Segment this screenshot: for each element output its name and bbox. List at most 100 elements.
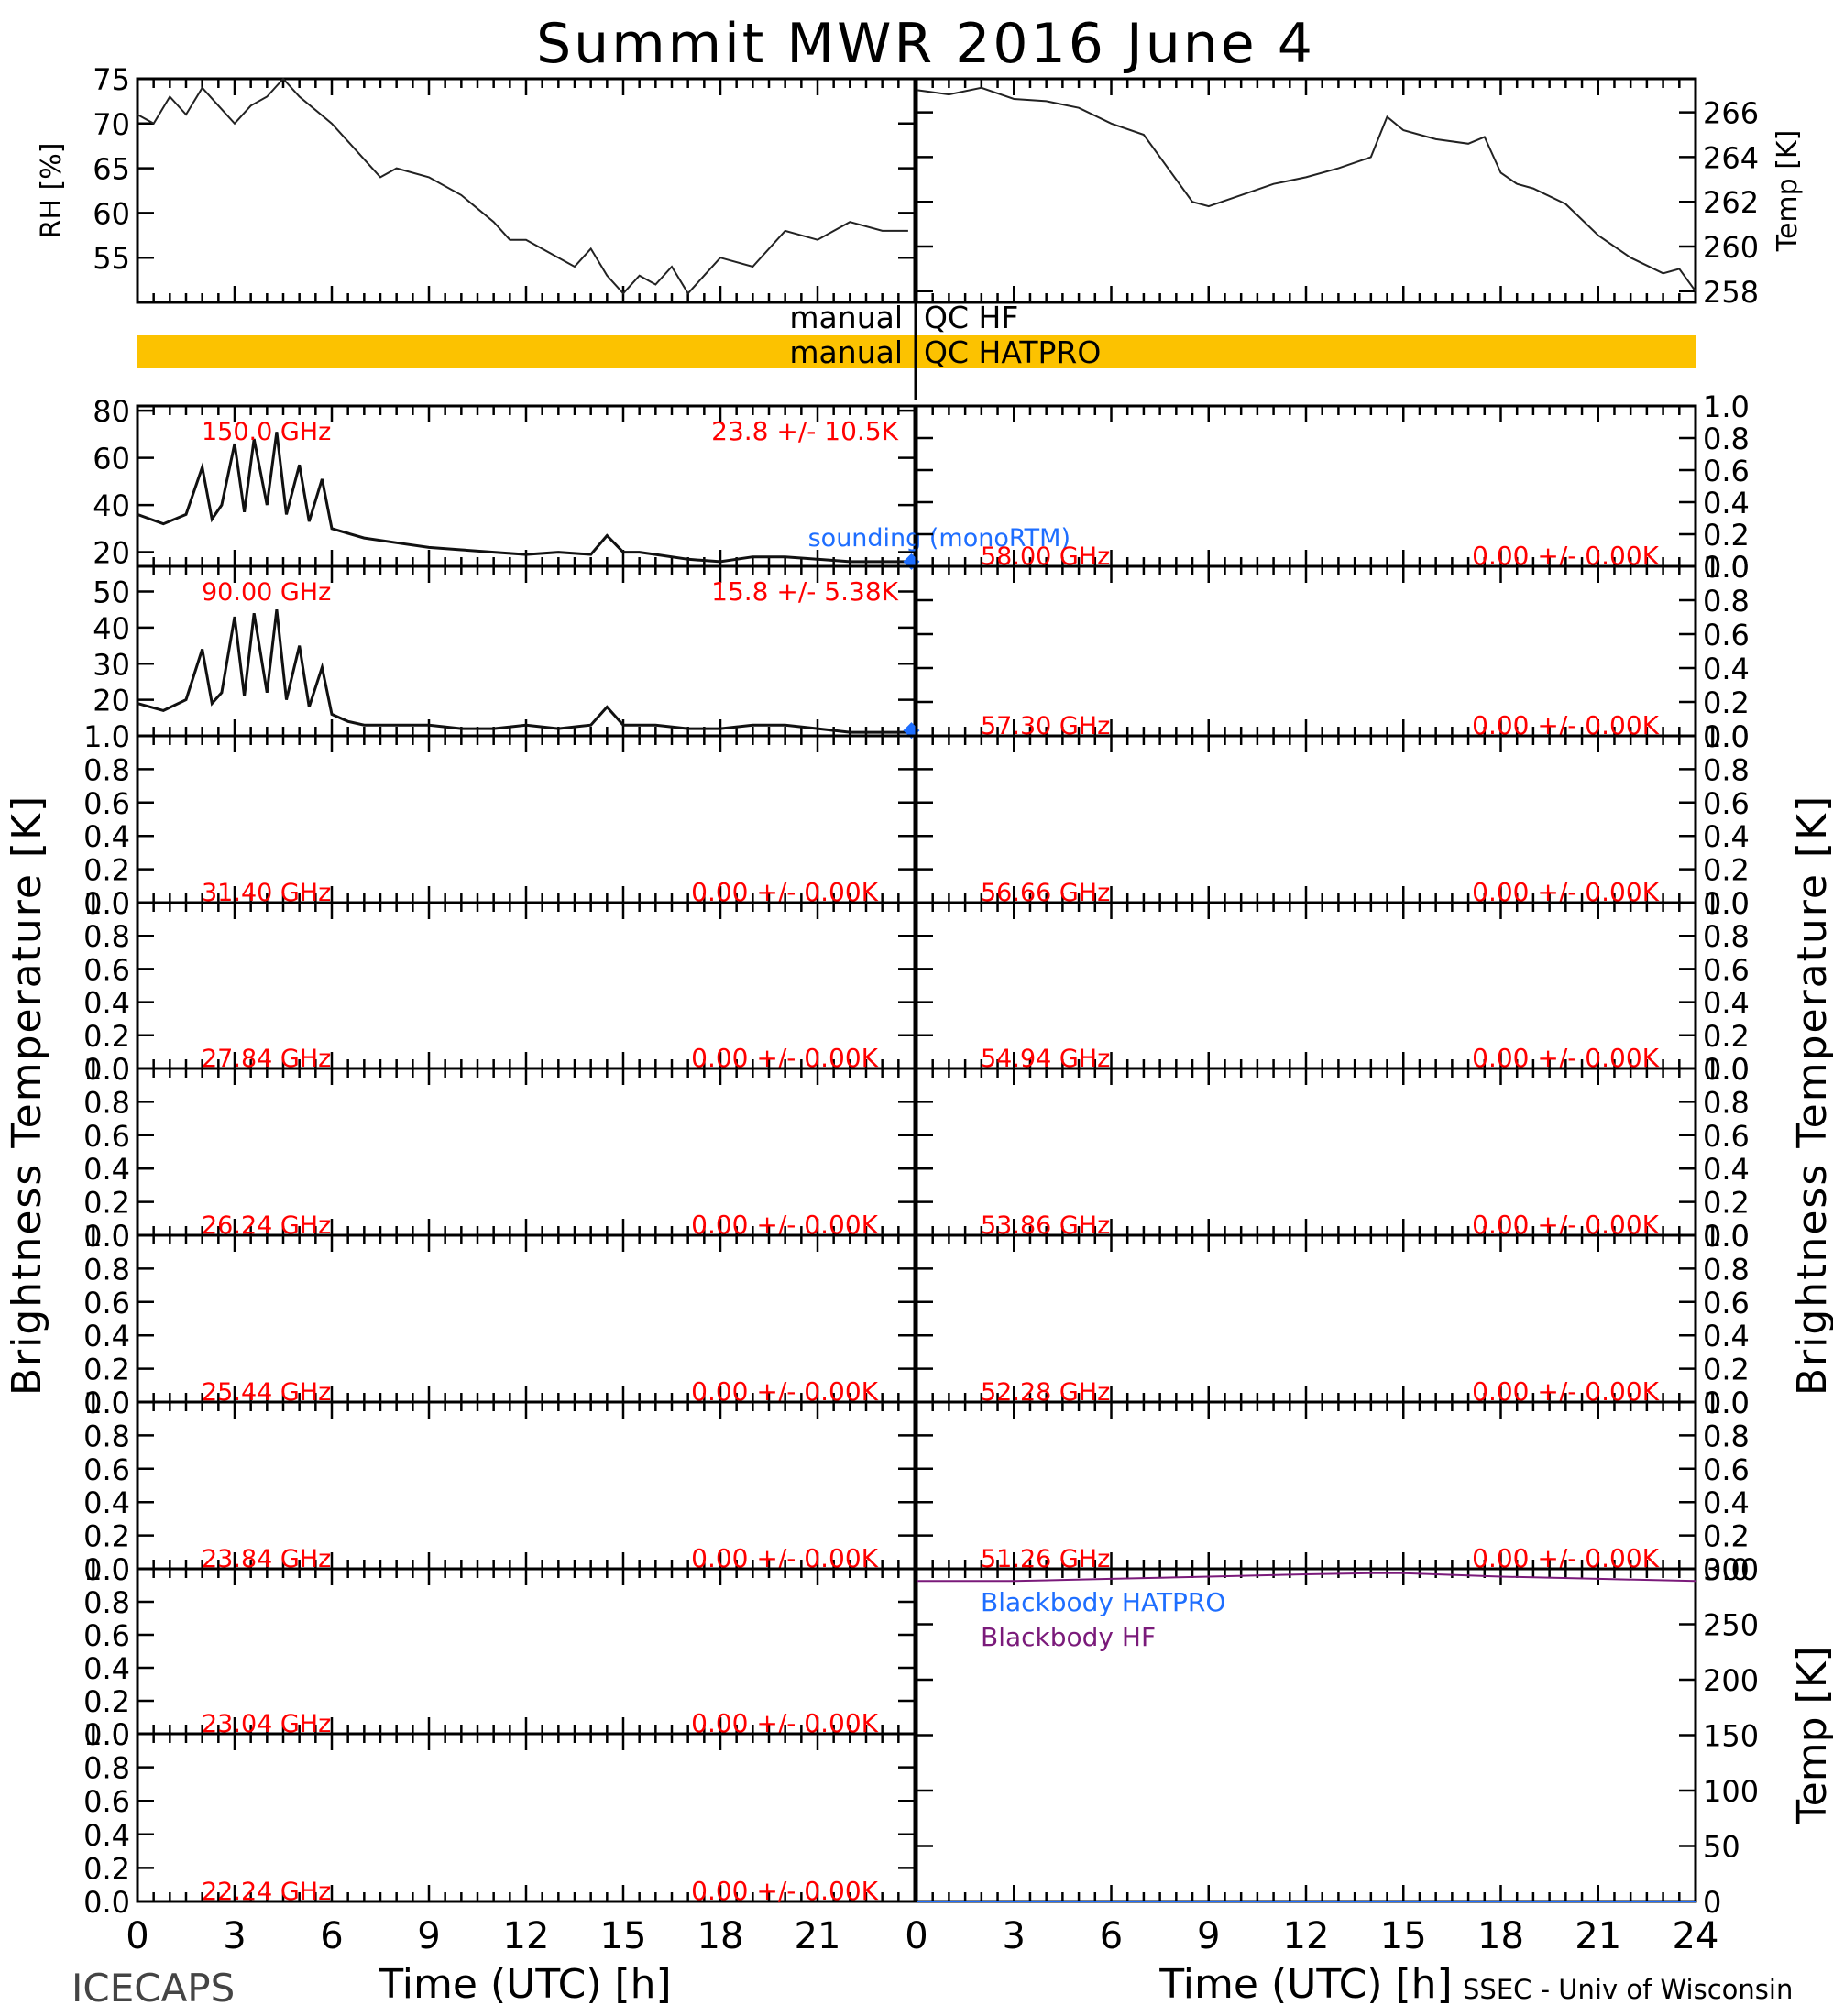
- rh-series-line: [137, 77, 908, 295]
- right-xtick-label: 21: [1575, 1915, 1621, 1957]
- r5800-ytick-label: 1.0: [1703, 389, 1750, 424]
- footer-left: ICECAPS: [71, 1966, 235, 2011]
- left-xtick-label: 12: [503, 1915, 550, 1957]
- l2624-ytick-label: 1.0: [83, 1052, 130, 1087]
- l2304-ytick-label: 0.0: [83, 1717, 130, 1752]
- temp-ylabel: Temp [K]: [1772, 130, 1804, 253]
- r5386-ytick-label: 0.2: [1703, 1186, 1750, 1221]
- l90-freq-label: 90.00 GHz: [202, 578, 331, 607]
- l2624-ytick-label: 0.8: [83, 1085, 130, 1120]
- l150-series-line: [137, 432, 908, 564]
- r5386-panel: 0.00.20.40.60.81.053.86 GHz 0.00 +/- 0.00…: [915, 1052, 1750, 1254]
- r5126-ytick-label: 0.6: [1703, 1452, 1750, 1487]
- l2384-ytick-label: 0.4: [83, 1485, 130, 1520]
- r5800-ytick-label: 0.2: [1703, 518, 1750, 553]
- bb-panel-frame: [915, 1567, 1697, 1903]
- r5126-ytick-label: 1.0: [1703, 1386, 1750, 1420]
- bb-ytick-label: 300: [1703, 1552, 1759, 1587]
- l2544-ytick-label: 0.0: [83, 1386, 130, 1420]
- l2544-ytick-label: 0.8: [83, 1252, 130, 1287]
- r5386-ytick-label: 0.6: [1703, 1119, 1750, 1154]
- left-xtick-label: 9: [417, 1915, 440, 1957]
- l2304-ytick-label: 1.0: [83, 1552, 130, 1587]
- r5126-ytick-label: 0.2: [1703, 1519, 1750, 1554]
- l2624-ytick-label: 0.6: [83, 1119, 130, 1154]
- bb-ytick-label: 150: [1703, 1719, 1759, 1754]
- chart-title: Summit MWR 2016 June 4: [536, 12, 1315, 76]
- legend-blackbody-hf: Blackbody HF: [981, 1622, 1156, 1652]
- l150-ytick-label: 60: [93, 442, 130, 477]
- left-xtick-label: 18: [697, 1915, 744, 1957]
- qc-hatpro-left-label: manual: [789, 334, 903, 370]
- r5666-ytick-label: 0.2: [1703, 853, 1750, 888]
- l2544-ytick-label: 0.6: [83, 1286, 130, 1320]
- temp-ytick-label: 264: [1703, 140, 1759, 175]
- l90-ytick-label: 20: [93, 684, 130, 718]
- temp-panel-frame: [915, 77, 1697, 304]
- l2624-ytick-label: 0.2: [83, 1186, 130, 1221]
- r5800-ytick-label: 0.4: [1703, 486, 1750, 520]
- r5666-ytick-label: 0.6: [1703, 786, 1750, 821]
- l3140-ytick-label: 0.4: [83, 819, 130, 854]
- r5800-ytick-label: 0.6: [1703, 454, 1750, 488]
- l2384-ytick-label: 0.6: [83, 1452, 130, 1487]
- l90-series-line: [137, 609, 908, 734]
- r5730-panel: 0.00.20.40.60.81.057.30 GHz 0.00 +/- 0.00…: [915, 550, 1750, 754]
- l2784-ytick-label: 0.0: [83, 1052, 130, 1087]
- l2544-ytick-label: 1.0: [83, 1219, 130, 1254]
- temp-ytick-label: 260: [1703, 230, 1759, 265]
- right-xtick-label: 24: [1673, 1915, 1719, 1957]
- l150-ytick-label: 20: [93, 536, 130, 571]
- l2224-ytick-label: 0.8: [83, 1751, 130, 1786]
- right-xtick-label: 9: [1197, 1915, 1220, 1957]
- left-xtick-label: 3: [223, 1915, 246, 1957]
- l2784-ytick-label: 0.2: [83, 1019, 130, 1054]
- temp-ytick-label: 262: [1703, 185, 1759, 220]
- qc-hf-right-label: QC HF: [924, 300, 1018, 335]
- left-xtick-label: 21: [795, 1915, 841, 1957]
- bb-series-1-line: [916, 1572, 1696, 1583]
- rh-ytick-label: 75: [93, 62, 130, 97]
- right-xlabel: Time (UTC) [h]: [1158, 1961, 1452, 2008]
- r5228-ytick-label: 0.2: [1703, 1353, 1750, 1387]
- l2624-panel: 0.00.20.40.60.81.026.24 GHz 0.00 +/- 0.00…: [83, 1052, 916, 1254]
- r5800-ytick-label: 0.8: [1703, 422, 1750, 456]
- right-xtick-label: 15: [1380, 1915, 1427, 1957]
- l3140-ytick-label: 0.6: [83, 786, 130, 821]
- l3140-ytick-label: 0.0: [83, 886, 130, 921]
- bb-ytick-label: 0: [1703, 1885, 1721, 1920]
- left-xtick-label: 0: [126, 1915, 148, 1957]
- l2384-ytick-label: 0.0: [83, 1552, 130, 1587]
- r5730-ytick-label: 0.4: [1703, 652, 1750, 686]
- right-ylabel: Brightness Temperature [K]: [1789, 794, 1833, 1396]
- temp-series-line: [916, 86, 1696, 292]
- r5494-ytick-label: 0.0: [1703, 1052, 1750, 1087]
- rh-ytick-label: 65: [93, 152, 130, 187]
- l2784-ytick-label: 0.4: [83, 986, 130, 1021]
- r5800-panel: 0.00.20.40.60.81.058.00 GHz 0.00 +/- 0.00…: [915, 389, 1750, 585]
- l2224-stat-label: 0.00 +/- 0.00K: [691, 1876, 878, 1906]
- l2304-ytick-label: 0.6: [83, 1618, 130, 1653]
- l2304-ytick-label: 0.2: [83, 1684, 130, 1719]
- r5228-ytick-label: 0.4: [1703, 1319, 1750, 1353]
- l2544-panel: 0.00.20.40.60.81.025.44 GHz 0.00 +/- 0.00…: [83, 1219, 916, 1420]
- qc-hf-left-label: manual: [789, 300, 903, 335]
- r5228-ytick-label: 0.8: [1703, 1252, 1750, 1287]
- r5126-ytick-label: 0.8: [1703, 1419, 1750, 1453]
- r5228-ytick-label: 1.0: [1703, 1219, 1750, 1254]
- l2784-ytick-label: 0.6: [83, 952, 130, 987]
- rh-ytick-label: 60: [93, 196, 130, 231]
- r5386-ytick-label: 0.4: [1703, 1152, 1750, 1187]
- l3140-ytick-label: 0.8: [83, 752, 130, 787]
- qc-hatpro-right-label: QC HATPRO: [924, 334, 1101, 370]
- l150-freq-label: 150.0 GHz: [202, 418, 331, 446]
- r5666-ytick-label: 1.0: [1703, 719, 1750, 754]
- l2624-ytick-label: 0.4: [83, 1152, 130, 1187]
- l2224-ytick-label: 0.0: [83, 1885, 130, 1920]
- bb-ytick-label: 50: [1703, 1830, 1740, 1865]
- bb-ytick-label: 100: [1703, 1774, 1759, 1809]
- r5228-ytick-label: 0.0: [1703, 1386, 1750, 1420]
- sounding-label: sounding (monoRTM): [808, 524, 1070, 553]
